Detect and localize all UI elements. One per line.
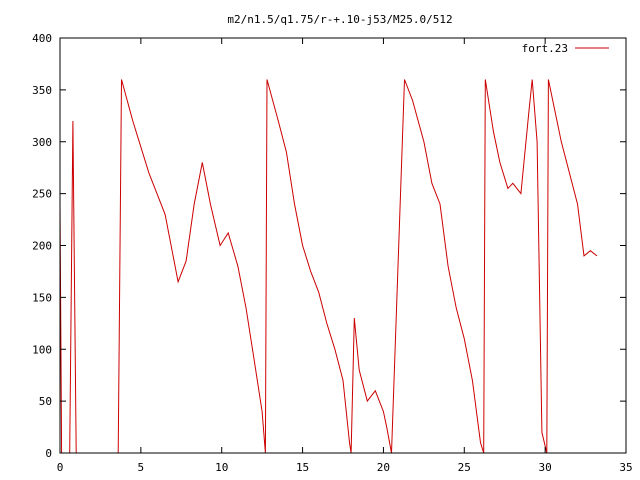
y-tick-label: 50 (39, 395, 52, 408)
axis-layer: 0 50 100 150 200 250 300 350 400 0 5 10 15 20 25 30 35 (32, 32, 633, 474)
y-tick-label: 200 (32, 240, 52, 253)
x-tick-label: 25 (458, 461, 471, 474)
chart-title: m2/n1.5/q1.75/r-+.10-j53/M25.0/512 (227, 13, 452, 26)
series-layer (59, 79, 598, 454)
x-tick-label: 5 (138, 461, 145, 474)
y-tick-label: 350 (32, 84, 52, 97)
y-tick-label: 250 (32, 188, 52, 201)
legend-label: fort.23 (522, 42, 568, 55)
x-tick-label: 15 (296, 461, 309, 474)
y-tick-label: 150 (32, 291, 52, 304)
y-tick-label: 100 (32, 343, 52, 356)
x-tick-label: 35 (619, 461, 632, 474)
y-tick-label: 400 (32, 32, 52, 45)
x-tick-label: 10 (215, 461, 228, 474)
y-tick-label: 0 (45, 447, 52, 460)
series-line (59, 79, 598, 454)
legend: fort.23 (522, 42, 609, 55)
x-tick-label: 30 (539, 461, 552, 474)
x-tick-label: 20 (377, 461, 390, 474)
x-tick-label: 0 (57, 461, 64, 474)
y-tick-label: 300 (32, 136, 52, 149)
